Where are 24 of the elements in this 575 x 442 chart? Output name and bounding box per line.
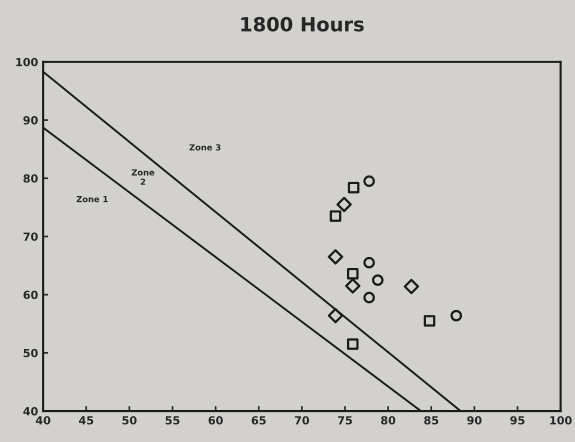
annotation: Zone 2 <box>132 169 154 185</box>
annotation: Zone 3 <box>189 144 220 151</box>
x-tick-label: 75 <box>338 416 352 425</box>
y-tick-label: 70 <box>24 232 38 241</box>
y-tick-label: 40 <box>23 407 38 416</box>
x-tick-label: 95 <box>510 416 524 425</box>
y-tick-label: 50 <box>24 348 38 358</box>
chart-title: 1800 Hours <box>241 16 364 32</box>
x-tick-label: 60 <box>208 416 223 425</box>
x-tick-label: 90 <box>467 416 482 425</box>
y-tick-label: 80 <box>23 174 38 183</box>
x-tick-label: 40 <box>36 416 50 425</box>
x-tick-label: 65 <box>252 416 266 425</box>
x-tick-label: 50 <box>122 416 137 425</box>
y-tick-label: 90 <box>23 116 38 124</box>
y-tick-label: 60 <box>23 290 38 300</box>
y-tick-label: 100 <box>16 58 38 66</box>
x-tick-label: 70 <box>294 416 310 425</box>
x-tick-label: 45 <box>79 416 94 425</box>
x-tick-label: 55 <box>166 416 180 425</box>
x-tick-label: 85 <box>424 416 438 425</box>
annotation: Zone 1 <box>76 196 108 202</box>
x-tick-label: 80 <box>381 416 396 425</box>
x-tick-label: 100 <box>550 416 572 425</box>
